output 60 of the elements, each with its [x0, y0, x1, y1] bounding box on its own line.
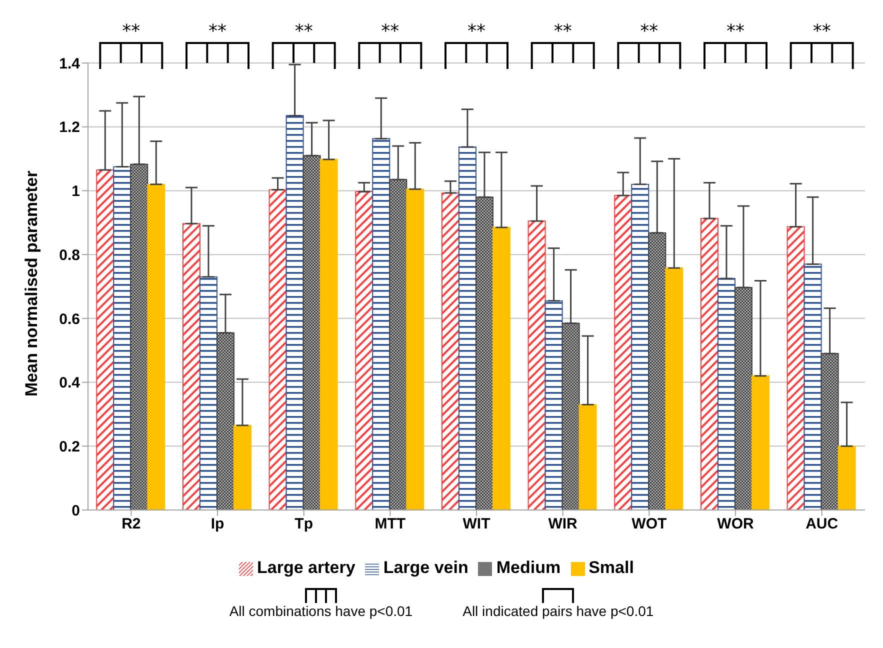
bar: [441, 192, 460, 510]
text: **: [640, 21, 658, 42]
bar: [786, 226, 805, 510]
text: **: [294, 21, 313, 42]
bar: [614, 195, 632, 510]
x-tick-label: AUC: [806, 516, 838, 533]
x-tick-label: WIR: [548, 516, 578, 533]
bar: [286, 115, 304, 510]
y-tick-label: 1.2: [59, 119, 80, 136]
bar: [147, 184, 166, 510]
bar: [182, 223, 200, 510]
y-tick-label: 0.2: [59, 438, 80, 456]
x-tick-label: WOR: [717, 516, 754, 533]
x-tick-label: R2: [122, 516, 141, 533]
y-tick-label: 1: [72, 183, 80, 200]
y-tick-label: 0.4: [59, 374, 81, 392]
bar: [631, 184, 650, 510]
x-tick-label: Tp: [294, 516, 313, 533]
x-tick-label: WIT: [462, 516, 490, 533]
bar: [355, 191, 374, 510]
bar: [372, 138, 390, 510]
bar: [233, 424, 252, 510]
text: **: [812, 21, 831, 42]
text: **: [726, 21, 744, 42]
x-tick-label: Ip: [210, 516, 224, 533]
text: **: [208, 21, 226, 42]
bar: [751, 375, 770, 510]
x-tick-label: MTT: [374, 516, 406, 533]
text: **: [122, 21, 140, 42]
legend-label: Large artery: [257, 558, 356, 577]
y-axis-title: Mean normalised parameter: [22, 170, 42, 396]
y-tick-label: 0.6: [59, 310, 80, 328]
bar: [458, 146, 476, 510]
text: **: [554, 21, 572, 42]
bar: [838, 446, 856, 510]
bar: [320, 158, 338, 510]
legend-label: Small: [588, 558, 634, 577]
bar: [717, 278, 736, 510]
bar: [113, 166, 132, 510]
y-tick-label: 0.8: [59, 246, 80, 264]
x-tick-label: WOT: [632, 516, 667, 533]
text: **: [468, 21, 486, 42]
bar: [804, 264, 822, 510]
bar: [199, 276, 218, 510]
bar: [578, 404, 597, 510]
y-tick-label: 1.4: [59, 55, 81, 72]
bar: [268, 189, 287, 510]
bar: [406, 188, 424, 510]
bar: [700, 218, 718, 510]
text: All combinations have p<0.01: [229, 603, 413, 619]
bar: [96, 169, 114, 510]
bar: [544, 300, 563, 510]
bar: [665, 267, 684, 510]
legend-label: Medium: [496, 558, 561, 577]
legend-label: Large vein: [383, 558, 468, 577]
text: All indicated pairs have p<0.01: [462, 603, 654, 619]
bar: [528, 220, 546, 510]
bar: [492, 226, 510, 510]
text: **: [381, 21, 400, 42]
y-tick-label: 0: [72, 502, 80, 520]
